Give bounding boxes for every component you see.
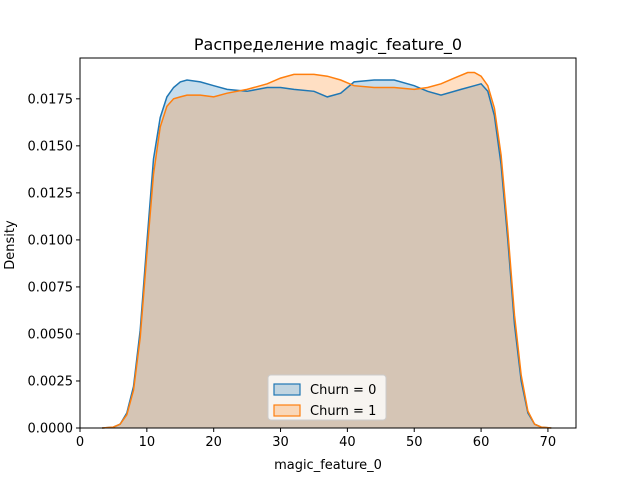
legend-frame <box>267 374 387 421</box>
series-area-0 <box>102 80 552 428</box>
legend-label: Churn = 1 <box>310 404 376 419</box>
series-line-0 <box>102 79 552 429</box>
x-axis: 0 10 20 30 40 50 60 70 <box>76 428 556 450</box>
chart-title: Распределение magic_feature_0 <box>194 35 462 55</box>
y-tick-label: 0.0000 <box>28 422 74 437</box>
series-line-1 <box>102 71 552 429</box>
y-tick-label: 0.0125 <box>28 186 74 201</box>
legend-swatch <box>273 404 301 417</box>
plot-area <box>102 71 552 429</box>
y-axis: 0.0000 0.0025 0.0050 0.0075 0.0100 0.0125 0.01… <box>28 92 80 437</box>
x-tick-label: 40 <box>339 435 356 450</box>
legend-swatch <box>273 383 301 396</box>
y-tick-label: 0.0175 <box>28 92 74 107</box>
series-area-1 <box>102 72 552 428</box>
y-axis-label: Density <box>3 220 18 270</box>
plot-frame <box>79 57 577 429</box>
y-tick-label: 0.0100 <box>28 233 74 248</box>
x-tick-label: 30 <box>272 435 289 450</box>
x-tick-label: 70 <box>540 435 557 450</box>
x-tick-label: 60 <box>473 435 490 450</box>
x-axis-label: magic_feature_0 <box>274 458 382 473</box>
x-tick-label: 20 <box>205 435 222 450</box>
x-tick-label: 50 <box>406 435 423 450</box>
y-tick-label: 0.0050 <box>28 327 74 342</box>
y-tick-label: 0.0075 <box>28 280 74 295</box>
legend-label: Churn = 0 <box>310 383 376 398</box>
y-tick-label: 0.0150 <box>28 139 74 154</box>
x-tick-label: 0 <box>76 435 84 450</box>
legend: Churn = 0 Churn = 1 <box>267 374 387 421</box>
y-tick-label: 0.0025 <box>28 374 74 389</box>
x-tick-label: 10 <box>139 435 156 450</box>
